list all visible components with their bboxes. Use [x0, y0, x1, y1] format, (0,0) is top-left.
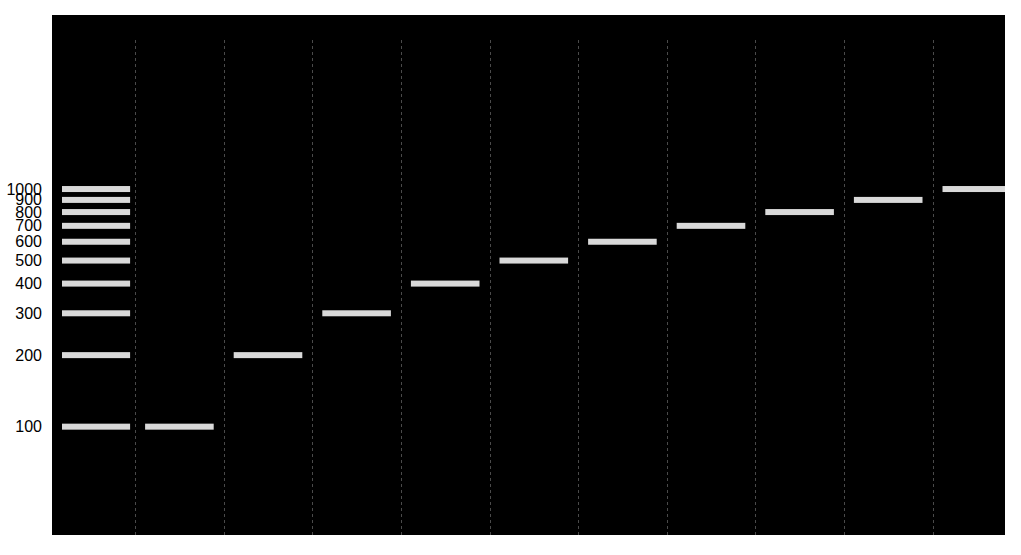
y-tick: [49, 313, 52, 314]
gel-background: [52, 15, 1005, 535]
band: [62, 281, 130, 287]
y-tick-label: 200: [15, 347, 42, 364]
bands: [62, 186, 1005, 430]
y-tick: [49, 189, 52, 190]
band: [943, 186, 1006, 192]
lane-divider: [578, 40, 579, 535]
y-tick: [49, 260, 52, 261]
y-tick-label: 600: [15, 233, 42, 250]
band: [62, 424, 130, 430]
band: [500, 258, 569, 264]
band: [677, 223, 746, 229]
lane-divider: [135, 40, 136, 535]
y-tick-label: 400: [15, 275, 42, 292]
y-tick: [49, 199, 52, 200]
band: [854, 197, 923, 203]
y-tick-label: 300: [15, 305, 42, 322]
band: [765, 209, 834, 215]
band: [62, 186, 130, 192]
y-tick: [49, 426, 52, 427]
y-tick-label: 500: [15, 252, 42, 269]
band: [145, 424, 214, 430]
band: [62, 310, 130, 316]
band: [411, 281, 480, 287]
band: [322, 310, 391, 316]
y-tick: [49, 212, 52, 213]
band: [62, 197, 130, 203]
y-tick-label: 100: [15, 418, 42, 435]
band: [62, 209, 130, 215]
band: [588, 239, 657, 245]
y-tick: [49, 241, 52, 242]
band: [62, 352, 130, 358]
chart-container: 1002003004005006007008009001000: [0, 0, 1021, 555]
band: [62, 239, 130, 245]
lane-divider: [933, 40, 934, 535]
y-axis-line: [52, 15, 53, 535]
y-tick: [49, 283, 52, 284]
y-tick: [49, 225, 52, 226]
y-tick-label: 1000: [6, 181, 42, 198]
lane-divider: [312, 40, 313, 535]
gel-chart: 1002003004005006007008009001000: [0, 0, 1021, 555]
lane-divider: [667, 40, 668, 535]
lane-divider: [401, 40, 402, 535]
lane-divider: [755, 40, 756, 535]
lane-divider: [844, 40, 845, 535]
lane-divider: [490, 40, 491, 535]
band: [234, 352, 303, 358]
band: [62, 223, 130, 229]
lane-divider: [224, 40, 225, 535]
band: [62, 258, 130, 264]
y-tick: [49, 355, 52, 356]
